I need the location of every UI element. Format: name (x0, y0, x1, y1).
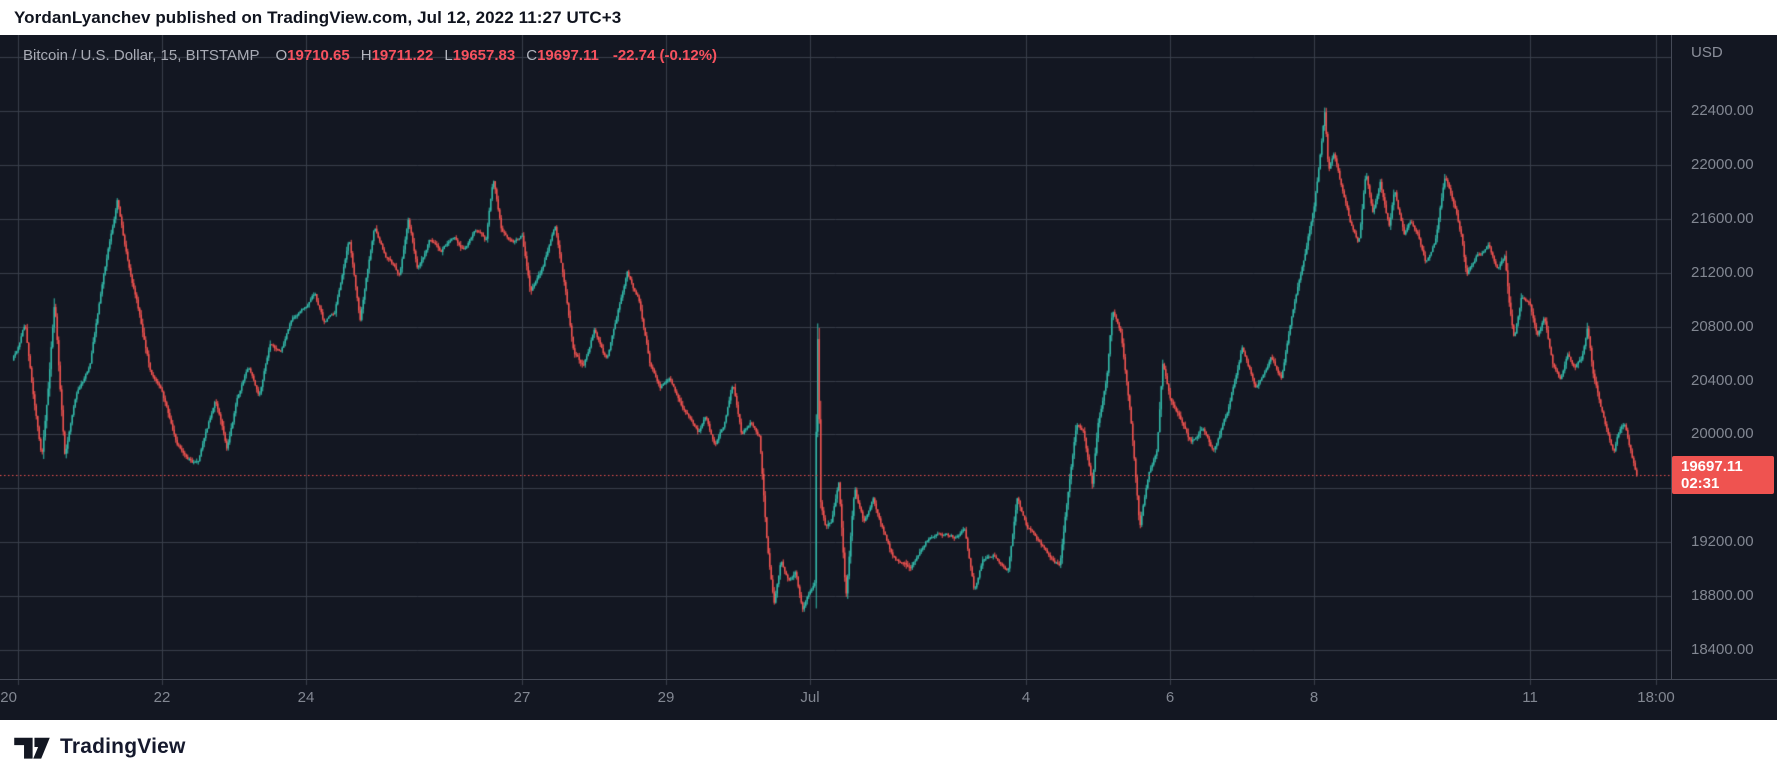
time-tick-label: 29 (657, 689, 675, 706)
time-tick-label: Jul (800, 689, 820, 706)
price-tick-label: 21600.00 (1691, 209, 1754, 227)
price-tick-label: 22400.00 (1691, 102, 1754, 119)
price-tick-label: 20400.00 (1691, 371, 1754, 389)
price-tick-label: 20000.00 (1691, 425, 1754, 443)
last-price-value: 19697.11 (1681, 458, 1743, 475)
price-tick-label: 18400.00 (1691, 641, 1754, 659)
price-tick-label: 20800.00 (1691, 317, 1754, 335)
time-tick-label: 4 (1021, 689, 1031, 706)
price-tick-label: 21200.00 (1691, 263, 1754, 281)
price-chart-canvas[interactable] (0, 35, 1671, 720)
ohlc-value: 19697.11 (537, 47, 599, 64)
ohlc-key: L (444, 47, 453, 64)
time-axis[interactable]: 20 22 24 27 29 Jul 4 6 8 11 18:00 (0, 679, 1777, 720)
time-tick-label: 6 (1165, 689, 1175, 706)
ohlc-key: O (275, 47, 288, 64)
ohlc-value: 19657.83 (452, 47, 516, 64)
ohlc-value: 19710.65 (287, 47, 350, 64)
ohlc-key: H (360, 47, 372, 64)
price-change: -22.74 (-0.12%) (612, 47, 718, 64)
last-price-label: 19697.11 02:31 (1672, 456, 1774, 494)
bar-countdown: 02:31 (1681, 475, 1720, 492)
ohlc-values: O19710.65 H19711.22 L19657.83 C19697.11 (275, 47, 609, 64)
time-tick-label: 20 (0, 689, 17, 706)
price-tick-label: 19200.00 (1691, 533, 1754, 551)
ohlc-value: 19711.22 (371, 47, 434, 64)
symbol-legend: Bitcoin / U.S. Dollar, 15, BITSTAMP O197… (23, 47, 717, 64)
tradingview-logo-icon (14, 737, 50, 759)
time-tick-label: 8 (1309, 689, 1319, 706)
chart-area: Bitcoin / U.S. Dollar, 15, BITSTAMP O197… (0, 35, 1777, 720)
publish-text: YordanLyanchev published on TradingView.… (14, 7, 622, 27)
price-tick-label: 18800.00 (1691, 587, 1754, 605)
ohlc-key: C (526, 47, 538, 64)
currency-label: USD (1691, 44, 1723, 61)
footer: TradingView (0, 720, 1791, 774)
time-tick-label: 22 (153, 689, 171, 706)
price-axis[interactable]: USD 22400.00 22000.00 21600.00 21200.00 2080… (1671, 35, 1777, 679)
publish-header: YordanLyanchev published on TradingView.… (0, 0, 1791, 35)
brand-name: TradingView (60, 735, 186, 758)
time-tick-label: 11 (1522, 689, 1538, 706)
time-tick-label: 27 (513, 689, 531, 706)
tradingview-brand-link[interactable]: TradingView (13, 732, 186, 762)
time-tick-label: 18:00 (1637, 689, 1675, 706)
time-tick-label: 24 (297, 689, 315, 706)
price-tick-label: 22000.00 (1691, 155, 1754, 173)
symbol-title: Bitcoin / U.S. Dollar, 15, BITSTAMP (23, 47, 260, 64)
